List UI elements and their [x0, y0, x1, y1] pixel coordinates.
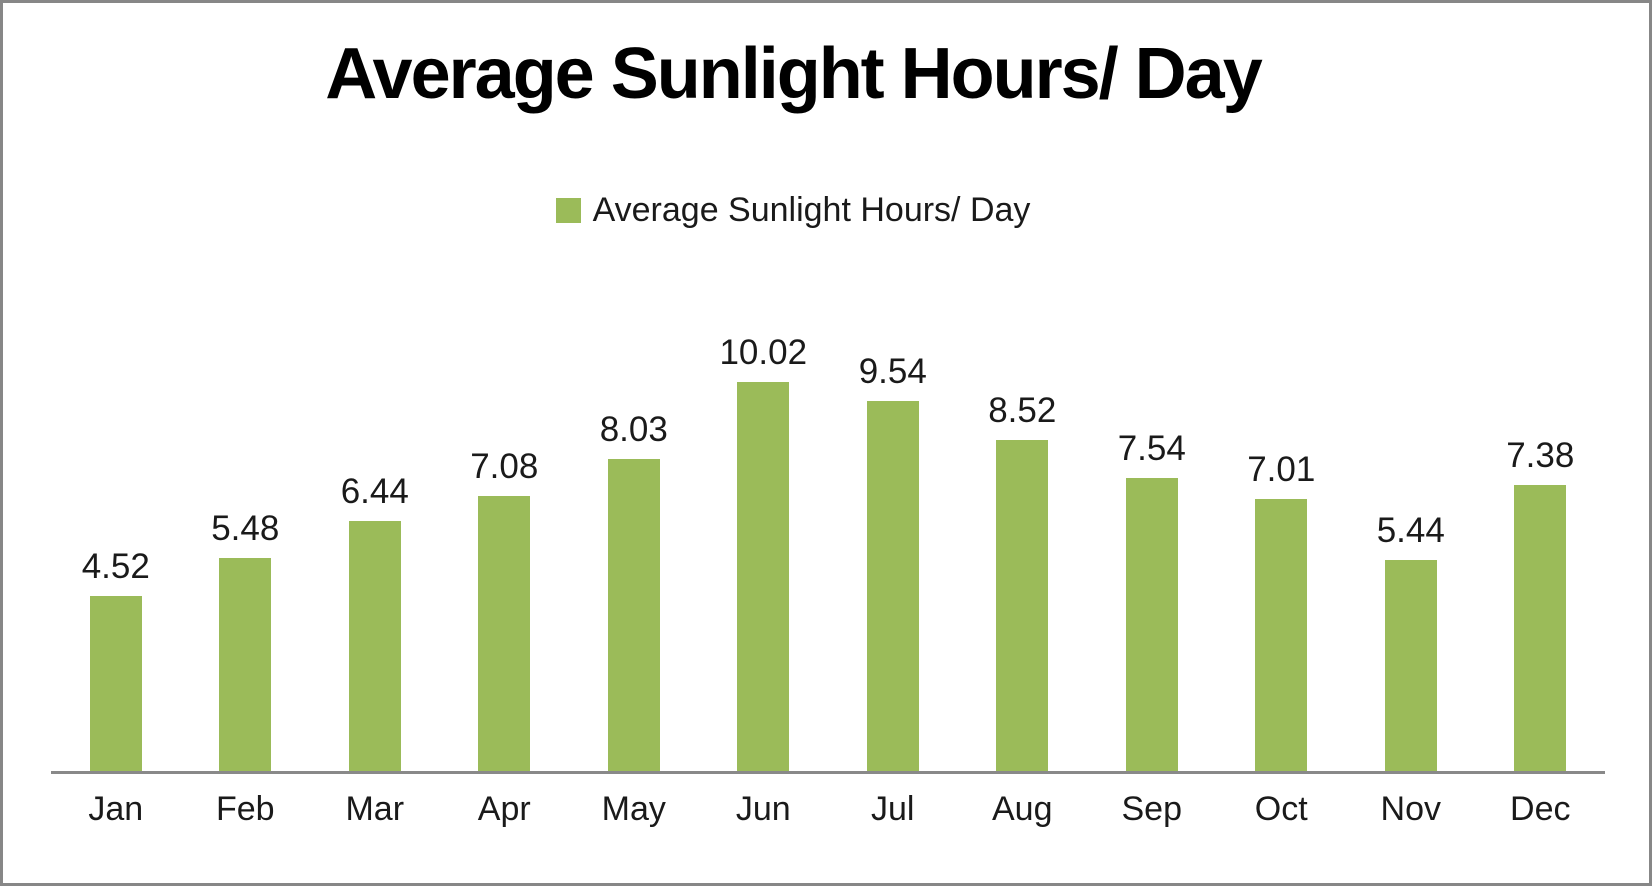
- bar-group: 5.48: [181, 263, 311, 771]
- bar-value-label: 5.44: [1376, 511, 1445, 550]
- bar-value-label: 8.52: [988, 391, 1057, 430]
- x-axis: Jan Feb Mar Apr May Jun Jul Aug Sep Oct Nov Dec: [51, 774, 1605, 829]
- bar-value-label: 10.02: [719, 333, 808, 372]
- bar-value-label: 9.54: [858, 352, 927, 391]
- bar-value-label: 7.01: [1247, 450, 1316, 489]
- bar-sep: [1125, 478, 1178, 771]
- x-axis-label-may: May: [601, 790, 666, 828]
- bar-group: 9.54: [828, 263, 958, 771]
- bar-jul: [866, 401, 919, 771]
- bar-jun: [737, 382, 790, 771]
- x-axis-label-nov: Nov: [1380, 790, 1441, 828]
- x-axis-label-sep: Sep: [1121, 790, 1183, 828]
- bar-value-label: 4.52: [81, 547, 150, 586]
- bar-aug: [996, 440, 1049, 771]
- x-axis-label-jun: Jun: [735, 790, 791, 828]
- x-axis-label-oct: Oct: [1254, 790, 1308, 828]
- bar-oct: [1255, 499, 1308, 771]
- chart-title: Average Sunlight Hours/ Day: [325, 34, 1263, 114]
- x-axis-label-dec: Dec: [1510, 790, 1571, 828]
- bar-group: 7.38: [1476, 263, 1606, 771]
- bar-value-label: 7.38: [1506, 436, 1575, 475]
- bar-apr: [478, 496, 531, 771]
- bar-group: 6.44: [310, 263, 440, 771]
- bar-value-label: 6.44: [340, 472, 409, 511]
- bar-jan: [89, 596, 142, 771]
- x-axis-line: [51, 771, 1605, 774]
- bar-group: 7.54: [1087, 263, 1217, 771]
- bar-may: [607, 459, 660, 771]
- plot-area: 4.52 5.48 6.44 7.08 8.03 10.02 9.54 8.52 7.54 7.0…: [51, 263, 1605, 771]
- bar-feb: [219, 558, 272, 771]
- x-axis-label-apr: Apr: [477, 790, 531, 828]
- bar-group: 4.52: [51, 263, 181, 771]
- bar-group: 10.02: [699, 263, 829, 771]
- x-axis-label-jan: Jan: [88, 790, 144, 828]
- bar-dec: [1514, 485, 1567, 771]
- bar-nov: [1384, 560, 1437, 771]
- x-axis-label-mar: Mar: [345, 790, 405, 828]
- legend-swatch-icon: [555, 198, 581, 223]
- bar-value-label: 7.54: [1117, 429, 1186, 468]
- bar-value-label: 5.48: [211, 509, 280, 548]
- x-axis-label-aug: Aug: [992, 790, 1053, 828]
- legend: Average Sunlight Hours/ Day: [3, 191, 1583, 230]
- bar-value-label: 7.08: [470, 447, 539, 486]
- bar-mar: [348, 521, 401, 771]
- bar-value-label: 8.03: [599, 410, 668, 449]
- bar-group: 7.08: [440, 263, 570, 771]
- x-axis-label-feb: Feb: [215, 790, 275, 828]
- x-axis-label-jul: Jul: [871, 790, 915, 828]
- legend-label: Average Sunlight Hours/ Day: [592, 191, 1031, 229]
- bar-group: 5.44: [1346, 263, 1476, 771]
- bar-group: 8.52: [958, 263, 1088, 771]
- bar-group: 8.03: [569, 263, 699, 771]
- bar-group: 7.01: [1217, 263, 1347, 771]
